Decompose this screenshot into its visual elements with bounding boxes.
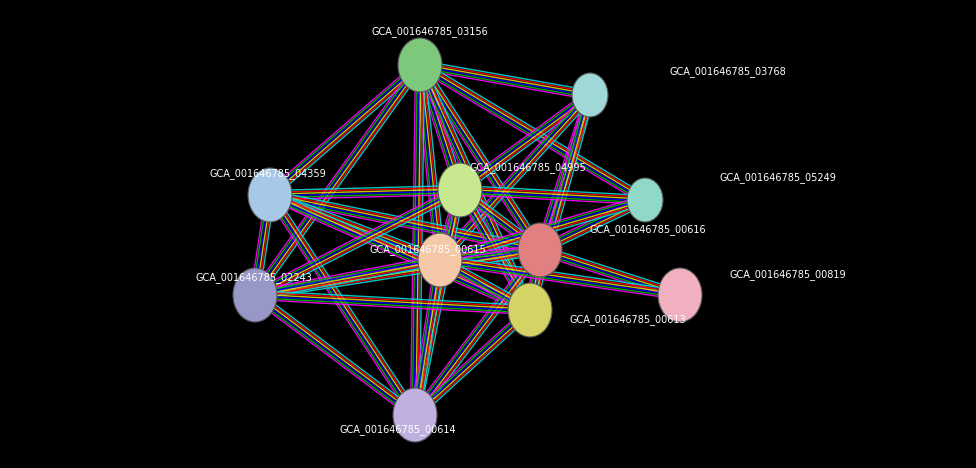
Text: GCA_001646785_00615: GCA_001646785_00615	[370, 245, 487, 256]
Text: GCA_001646785_00819: GCA_001646785_00819	[730, 270, 846, 280]
Text: GCA_001646785_03156: GCA_001646785_03156	[372, 27, 488, 37]
Ellipse shape	[572, 73, 608, 117]
Ellipse shape	[393, 388, 437, 442]
Ellipse shape	[418, 233, 462, 287]
Text: GCA_001646785_00614: GCA_001646785_00614	[340, 424, 457, 435]
Ellipse shape	[658, 268, 702, 322]
Ellipse shape	[518, 223, 562, 277]
Text: GCA_001646785_03768: GCA_001646785_03768	[670, 66, 787, 77]
Ellipse shape	[398, 38, 442, 92]
Text: GCA_001646785_05249: GCA_001646785_05249	[720, 173, 836, 183]
Text: GCA_001646785_04995: GCA_001646785_04995	[470, 162, 587, 174]
Text: GCA_001646785_04359: GCA_001646785_04359	[210, 168, 327, 179]
Ellipse shape	[508, 283, 552, 337]
Ellipse shape	[233, 268, 277, 322]
Ellipse shape	[248, 168, 292, 222]
Text: GCA_001646785_00616: GCA_001646785_00616	[590, 225, 707, 235]
Text: GCA_001646785_00613: GCA_001646785_00613	[570, 314, 687, 325]
Ellipse shape	[627, 178, 663, 222]
Text: GCA_001646785_02243: GCA_001646785_02243	[195, 272, 312, 284]
Ellipse shape	[438, 163, 482, 217]
